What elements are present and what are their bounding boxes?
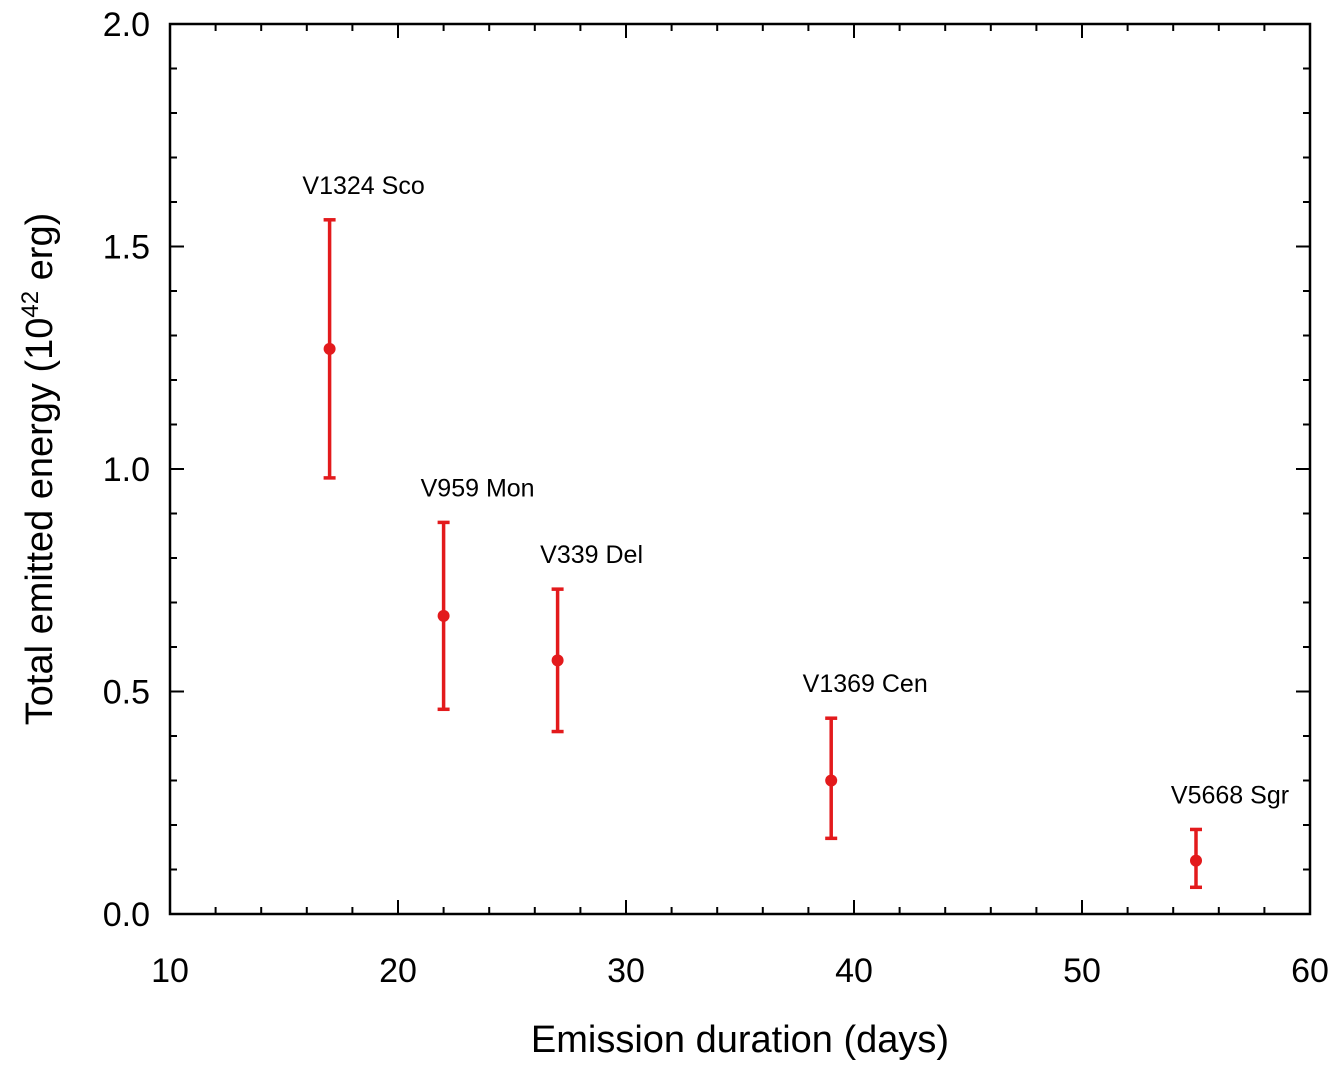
x-tick-labels: 10 20 30 40 50 60	[151, 952, 1329, 990]
y-tick-label: 0.5	[103, 674, 150, 712]
y-axis-title-prefix: Total emitted energy (10	[19, 318, 61, 726]
y-tick-label: 2.0	[103, 6, 150, 44]
data-point-label: V1324 Sco	[302, 172, 424, 200]
x-tick-label: 30	[607, 952, 645, 990]
x-tick-label: 10	[151, 952, 189, 990]
x-tick-label: 50	[1063, 952, 1101, 990]
point-labels: V1324 Sco V959 Mon V339 Del V1369 Cen V5668 …	[302, 172, 1289, 810]
x-axis-title: Emission duration (days)	[531, 1019, 949, 1061]
y-axis-title: Total emitted energy (1042 erg)	[17, 213, 61, 726]
data-point-label: V1369 Cen	[803, 670, 928, 698]
plot-frame	[168, 22, 1312, 916]
y-axis-title-exponent: 42	[17, 291, 44, 318]
x-tick-label: 20	[379, 952, 417, 990]
data-point	[551, 654, 564, 667]
major-ticks	[169, 23, 1311, 915]
y-tick-label: 0.0	[103, 896, 150, 934]
y-tick-label: 1.5	[103, 229, 150, 267]
data-point-label: V5668 Sgr	[1171, 781, 1289, 809]
y-axis-title-suffix: erg)	[19, 213, 61, 291]
minor-ticks	[170, 24, 1310, 914]
data-points	[323, 342, 1202, 867]
x-tick-label: 40	[835, 952, 873, 990]
y-tick-labels: 0.0 0.5 1.0 1.5 2.0	[103, 6, 150, 934]
error-bars	[323, 218, 1202, 890]
data-point-label: V339 Del	[540, 541, 643, 569]
data-point	[1190, 854, 1202, 867]
y-tick-label: 1.0	[103, 451, 150, 489]
x-tick-label: 60	[1291, 952, 1329, 990]
data-point	[437, 609, 450, 622]
data-point-label: V959 Mon	[421, 474, 535, 502]
data-point	[323, 342, 336, 355]
data-point	[825, 774, 838, 787]
